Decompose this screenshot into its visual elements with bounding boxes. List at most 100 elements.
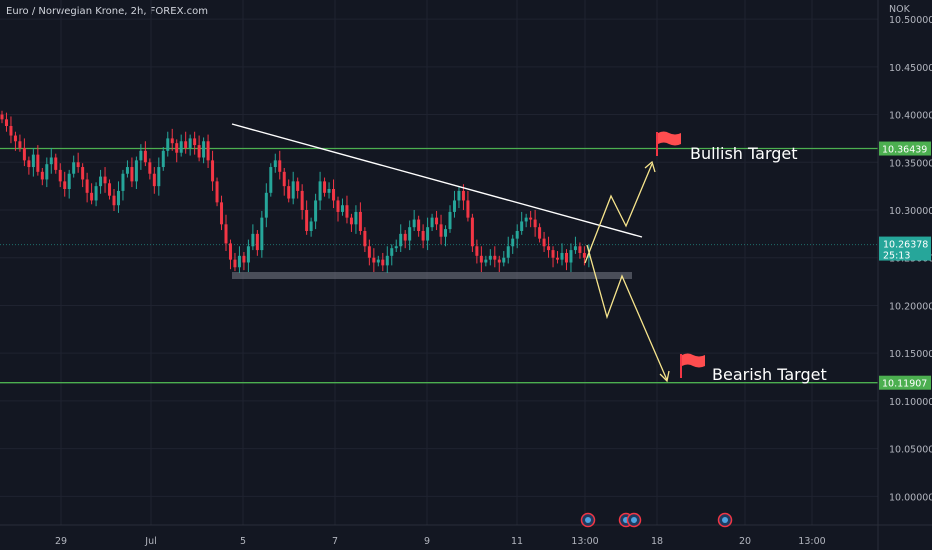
drawings: Bullish Target Bearish Target — [231, 123, 827, 384]
candle-body — [90, 192, 94, 201]
candle-body — [139, 150, 143, 161]
candle-body — [323, 181, 327, 193]
price-tick-label: 10.10000 — [889, 397, 932, 408]
candle-body — [202, 141, 206, 158]
candle-body — [363, 231, 367, 247]
candle-body — [9, 126, 13, 136]
candle-body — [461, 190, 465, 201]
candle-body — [179, 141, 183, 153]
candle-body — [99, 176, 103, 187]
candle-body — [314, 200, 318, 222]
candle-body — [511, 238, 515, 247]
candle-body — [260, 217, 264, 251]
candle-body — [31, 154, 35, 168]
candle-body — [85, 179, 89, 193]
candle-body — [305, 210, 309, 231]
candle-body — [426, 227, 430, 241]
candle-body — [67, 173, 71, 189]
candle-body — [157, 167, 161, 187]
candle-body — [448, 211, 452, 230]
candle-body — [27, 160, 31, 168]
candle-body — [493, 255, 497, 260]
candle-body — [291, 181, 295, 199]
candle-body — [94, 186, 98, 201]
event-marker-dot — [631, 517, 637, 523]
candle-body — [49, 157, 53, 165]
candle-body — [327, 189, 331, 193]
price-tick-label: 10.30000 — [889, 206, 932, 217]
support-zone-bar — [232, 272, 632, 279]
time-tick-label: 29 — [55, 536, 67, 547]
candle-body — [287, 186, 291, 199]
candle-body — [457, 190, 461, 201]
candle-body — [318, 181, 322, 201]
current-price-box — [879, 236, 931, 261]
candle-body — [475, 246, 479, 256]
candle-body — [152, 173, 156, 187]
candle-body — [538, 227, 542, 239]
candle-body — [54, 157, 58, 170]
candle-body — [452, 200, 456, 212]
candle-body — [130, 167, 134, 182]
level-price-box — [879, 141, 931, 156]
price-tick-label: 10.00000 — [889, 492, 932, 503]
candle-body — [81, 167, 85, 180]
candle-body — [524, 217, 528, 222]
time-tick-label: 5 — [240, 536, 246, 547]
candle-body — [108, 183, 112, 196]
candle-body — [564, 252, 568, 263]
candle-body — [466, 200, 470, 218]
level-price-box — [879, 375, 931, 390]
time-tick-label: 13:00 — [798, 536, 825, 547]
time-tick-label: Jul — [144, 536, 156, 547]
bearish-path-arrow — [586, 244, 668, 381]
grid — [0, 0, 878, 525]
level-lines — [0, 147, 878, 384]
candle-body — [166, 138, 170, 151]
candle-body — [385, 255, 389, 266]
bullish-arrowhead-icon — [644, 160, 656, 173]
candle-body — [161, 150, 165, 168]
candle-body — [309, 221, 313, 231]
candle-body — [569, 250, 573, 263]
candle-body — [184, 141, 188, 148]
time-tick-label: 11 — [511, 536, 523, 547]
candle-body — [215, 181, 219, 203]
candle-body — [582, 252, 586, 258]
candle-body — [278, 160, 282, 172]
currency-label: NOK — [889, 4, 911, 15]
candle-body — [269, 167, 273, 193]
candle-body — [403, 233, 407, 241]
candle-body — [354, 211, 358, 225]
candle-body — [533, 219, 537, 228]
candle-body — [246, 246, 250, 263]
candle-body — [237, 255, 241, 268]
candle-body — [188, 138, 192, 148]
candle-body — [300, 190, 304, 210]
candle-body — [251, 233, 255, 247]
candle-body — [58, 169, 62, 182]
bullish-path-arrow — [584, 163, 653, 264]
candle-body — [4, 119, 8, 126]
candle-body — [479, 255, 483, 263]
candle-body — [439, 224, 443, 237]
candle-body — [170, 138, 174, 144]
candle-body — [282, 171, 286, 187]
candle-body — [587, 253, 591, 258]
time-tick-label: 9 — [424, 536, 430, 547]
candle-body — [381, 259, 385, 266]
bearish-flag-icon — [682, 353, 705, 368]
candle-body — [273, 160, 277, 168]
candle-body — [345, 205, 349, 218]
price-tick-label: 10.45000 — [889, 63, 932, 74]
candle-body — [45, 164, 49, 180]
candle-body — [349, 217, 353, 225]
candle-body — [228, 243, 232, 260]
candles — [0, 110, 591, 273]
price-axis: 10.50000 10.45000 10.40000 10.35000 10.30000… — [877, 0, 932, 550]
candle-body — [560, 252, 564, 260]
candle-body — [0, 114, 4, 120]
candle-body — [435, 217, 439, 225]
